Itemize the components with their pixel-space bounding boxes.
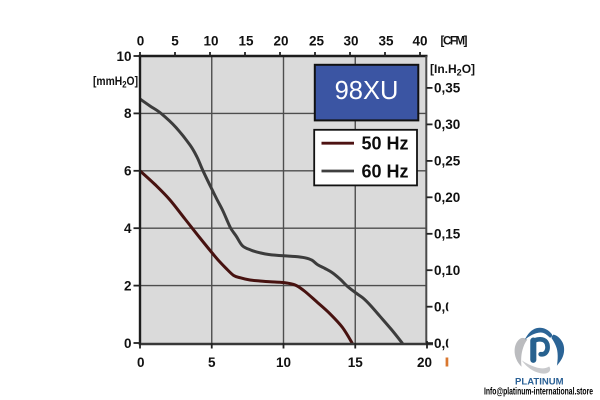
svg-text:10: 10 [116,49,131,64]
svg-text:0: 0 [137,34,145,49]
svg-text:0,20: 0,20 [434,190,460,205]
svg-text:10: 10 [276,355,291,370]
svg-text:0: 0 [137,355,145,370]
svg-text:5: 5 [208,355,216,370]
svg-text:98XU: 98XU [335,77,399,105]
svg-text:20: 20 [273,34,288,49]
svg-text:60 Hz: 60 Hz [362,161,409,181]
svg-text:0,15: 0,15 [434,227,461,242]
svg-text:[CFM]: [CFM] [441,36,468,48]
svg-text:[mmH2O]: [mmH2O] [93,75,138,89]
svg-text:Info@platinum-international.st: Info@platinum-international.store [484,387,593,398]
svg-text:50 Hz: 50 Hz [362,134,409,154]
svg-text:4: 4 [124,221,132,236]
svg-text:30: 30 [343,34,358,49]
svg-text:[In.H2O]: [In.H2O] [430,62,475,78]
svg-text:0,25: 0,25 [434,154,461,169]
svg-text:40: 40 [412,34,427,49]
svg-text:PLATINUM: PLATINUM [515,377,564,387]
svg-text:6: 6 [124,164,132,179]
svg-text:15: 15 [348,355,364,370]
svg-text:0,30: 0,30 [434,117,460,132]
svg-text:0,35: 0,35 [434,81,461,96]
svg-text:8: 8 [124,106,132,121]
svg-text:25: 25 [309,34,325,49]
svg-text:0,0: 0,0 [434,300,453,315]
svg-text:15: 15 [238,34,254,49]
svg-text:5: 5 [171,34,179,49]
svg-text:0: 0 [124,336,132,351]
svg-text:20: 20 [417,355,432,370]
svg-text:0,10: 0,10 [434,263,460,278]
svg-text:35: 35 [378,34,394,49]
svg-text:2: 2 [124,278,132,293]
svg-text:0,0: 0,0 [434,336,453,351]
svg-text:10: 10 [203,34,218,49]
